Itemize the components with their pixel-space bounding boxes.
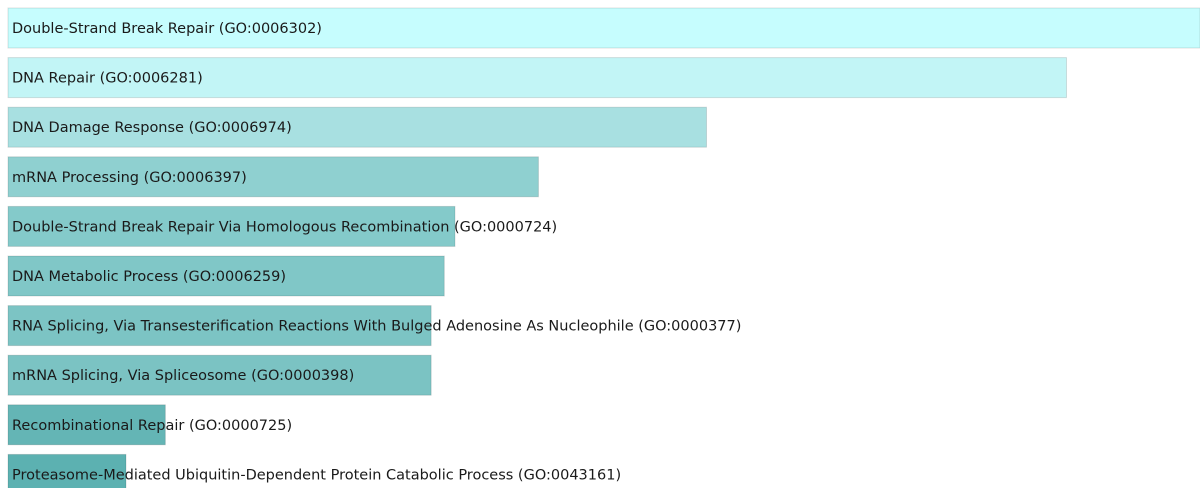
bar-label: DNA Damage Response (GO:0006974) [12,120,292,136]
bar-label: Proteasome-Mediated Ubiquitin-Dependent … [12,467,621,483]
bar [7,7,1200,49]
bar-label: DNA Repair (GO:0006281) [12,71,203,87]
bar [7,354,432,396]
bar-label: Recombinational Repair (GO:0000725) [12,418,292,434]
bar [7,106,708,148]
bar [7,156,539,198]
bar-label: RNA Splicing, Via Transesterification Re… [12,319,741,335]
bar-label: Double-Strand Break Repair (GO:0006302) [12,21,322,37]
bar-label: mRNA Splicing, Via Spliceosome (GO:00003… [12,368,354,384]
bar [7,255,445,297]
bar [7,453,127,488]
bar-label: mRNA Processing (GO:0006397) [12,170,247,186]
bar-label: Double-Strand Break Repair Via Homologou… [12,219,557,235]
bar [7,404,166,446]
bar-label: DNA Metabolic Process (GO:0006259) [12,269,286,285]
bar [7,205,456,247]
bar [7,57,1067,99]
bar [7,305,432,347]
